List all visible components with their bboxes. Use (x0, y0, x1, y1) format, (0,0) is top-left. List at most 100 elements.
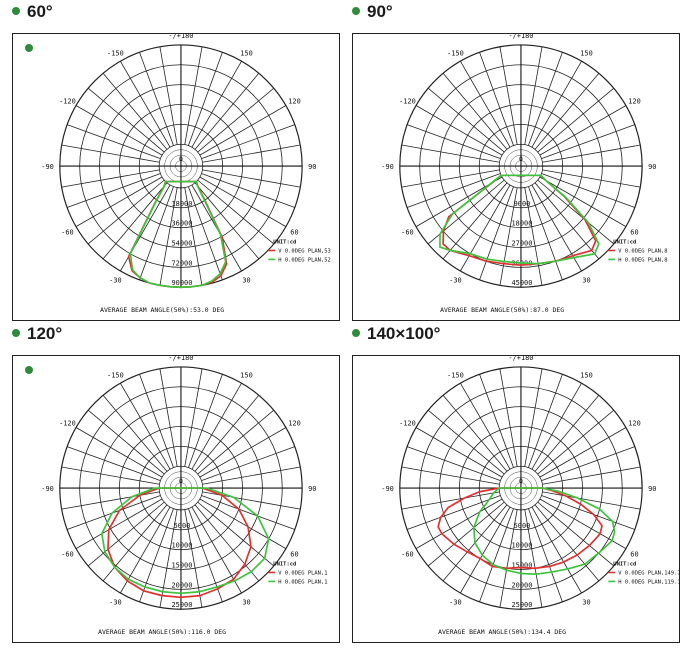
radial-line (139, 52, 174, 146)
polar-grid (59, 44, 303, 288)
radial-line (415, 427, 503, 478)
section-title-text: 140×100° (367, 324, 441, 343)
ring-value-label: 72000 (172, 259, 193, 267)
ring-value-label: 90000 (172, 279, 193, 287)
section-title-120: 120° (12, 323, 62, 345)
radial-line (202, 466, 301, 485)
angle-label: 120 (288, 420, 301, 428)
radial-line (61, 491, 160, 510)
unit-label: UNIT:cd (613, 562, 636, 568)
radial-line (541, 446, 635, 481)
radial-line (199, 498, 287, 549)
angle-label: 150 (580, 372, 593, 380)
angle-label: 30 (242, 599, 250, 607)
legend: UNIT:cd V 0.0DEG PLAN,149.7 H 0.0DEG PLAN,… (608, 562, 679, 585)
radial-line (75, 427, 163, 478)
radial-line (66, 173, 161, 208)
radial-line (194, 73, 260, 150)
radial-line (139, 508, 174, 603)
radial-line (75, 105, 163, 156)
radial-line (406, 124, 501, 159)
section-title-90: 90° (352, 1, 393, 23)
ring-value-label: 54000 (172, 240, 193, 248)
radial-line (542, 491, 641, 510)
angle-label: -150 (107, 372, 124, 380)
radial-line (524, 46, 543, 145)
radial-line (406, 446, 501, 481)
radial-line (415, 105, 503, 156)
radial-line (188, 186, 223, 281)
radial-line (159, 46, 178, 145)
angle-label: -/+180 (508, 34, 533, 40)
angle-label: 60 (630, 229, 638, 237)
radial-line (202, 169, 301, 188)
radial-line (528, 186, 563, 281)
radial-line (499, 509, 518, 608)
radial-line (541, 173, 635, 208)
section-title-text: 120° (27, 324, 63, 343)
angle-label: -60 (61, 551, 74, 559)
radial-line (537, 179, 615, 245)
legend-entry: V 0.0DEG PLAN,53 (278, 248, 331, 254)
angle-label: 30 (242, 277, 250, 285)
legend-entry: V 0.0DEG PLAN,149.7 (618, 570, 679, 576)
angle-label: -150 (447, 50, 464, 58)
radial-line (531, 184, 582, 272)
radial-line (188, 52, 223, 146)
ring-value-label: 9000 (514, 200, 531, 208)
angle-label: -60 (61, 229, 74, 237)
radial-line (201, 173, 295, 208)
radial-line (102, 182, 168, 260)
radial-line (531, 382, 582, 470)
radial-line (479, 374, 514, 468)
radial-line (534, 395, 600, 472)
polar-grid (399, 44, 643, 288)
series-curve (472, 487, 616, 576)
ring-value-label: 18000 (172, 200, 193, 208)
radial-line (542, 169, 641, 188)
angle-label: -90 (381, 485, 394, 493)
angle-label: -120 (399, 98, 416, 106)
radial-line (202, 144, 301, 163)
angle-label: -120 (59, 98, 76, 106)
radial-line (415, 498, 503, 549)
ring-value-label: 45000 (512, 279, 533, 287)
radial-line (184, 187, 203, 286)
radial-line (401, 466, 500, 485)
radial-line (442, 182, 508, 260)
angle-label: -150 (107, 50, 124, 58)
angle-label: 150 (240, 372, 253, 380)
angle-label: 150 (240, 50, 253, 58)
radial-line (528, 374, 563, 468)
angle-label: -/+180 (168, 34, 193, 40)
radial-line (479, 186, 514, 281)
radial-line (191, 382, 242, 470)
beam-angle-footer: AVERAGE BEAM ANGLE(50%):134.4 DEG (438, 628, 566, 636)
dot-icon (25, 44, 33, 52)
radial-line (524, 368, 543, 467)
legend-entry: H 0.0DEG PLAN,8 (618, 257, 667, 263)
center-label: 0 (179, 155, 183, 163)
radial-line (197, 409, 275, 475)
bullet-icon (352, 6, 360, 15)
angle-label: -30 (449, 277, 462, 285)
polar-chart: -/+180 150 120 90 60 30 -30 -60 -90 -120 -150 0 5000… (41, 356, 327, 636)
angle-label: -30 (109, 599, 122, 607)
angle-label: -60 (401, 551, 414, 559)
ring-value-label: 5000 (514, 522, 531, 530)
radial-line (427, 409, 505, 475)
angle-label: 60 (290, 551, 298, 559)
radial-line (537, 501, 615, 567)
radial-line (199, 176, 287, 227)
series-curve (129, 180, 227, 289)
radial-line (539, 105, 627, 156)
series-curve (107, 487, 252, 599)
angle-label: 90 (308, 485, 316, 493)
angle-label: -90 (41, 485, 54, 493)
angle-label: -/+180 (168, 356, 193, 362)
radial-line (139, 186, 174, 281)
ring-value-label: 15000 (172, 562, 193, 570)
radial-line (541, 495, 635, 530)
radial-line (102, 504, 168, 582)
radial-line (442, 73, 508, 150)
